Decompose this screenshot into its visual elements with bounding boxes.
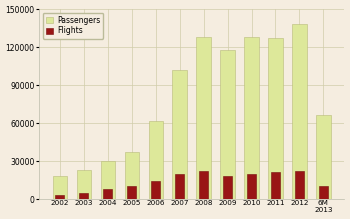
Bar — [77, 170, 91, 199]
Bar — [101, 161, 115, 199]
Legend: Passengers, Flights: Passengers, Flights — [43, 13, 104, 39]
Bar — [148, 120, 163, 199]
Bar — [271, 172, 280, 199]
Bar — [292, 24, 307, 199]
Bar — [244, 37, 259, 199]
Bar — [268, 38, 283, 199]
Bar — [316, 115, 330, 199]
Bar — [103, 189, 112, 199]
Bar — [295, 171, 304, 199]
Bar — [53, 176, 67, 199]
Bar — [319, 186, 328, 199]
Bar — [55, 195, 64, 199]
Bar — [247, 174, 256, 199]
Bar — [151, 181, 160, 199]
Bar — [175, 174, 184, 199]
Bar — [79, 193, 89, 199]
Bar — [199, 171, 208, 199]
Bar — [196, 37, 211, 199]
Bar — [173, 70, 187, 199]
Bar — [223, 176, 232, 199]
Bar — [125, 152, 139, 199]
Bar — [127, 186, 136, 199]
Bar — [220, 49, 235, 199]
